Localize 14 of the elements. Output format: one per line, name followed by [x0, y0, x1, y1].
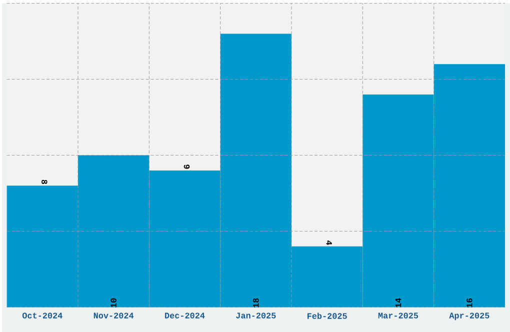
x-tick-label: Nov-2024 — [94, 312, 134, 318]
data-label: 9 — [184, 164, 190, 169]
data-label: 8 — [42, 180, 48, 184]
data-label: 14 — [395, 298, 402, 308]
data-label: 10 — [110, 298, 116, 308]
x-tick-label: Mar-2025 — [378, 312, 418, 318]
data-label: 18 — [253, 298, 259, 308]
x-tick-label: Feb-2025 — [308, 312, 347, 319]
data-label: 4 — [326, 240, 332, 245]
x-tick-label: Jan-2025 — [236, 312, 276, 318]
data-label: 16 — [466, 298, 472, 308]
x-tick-label: Dec-2024 — [165, 312, 205, 318]
x-tick-label: Apr-2025 — [449, 312, 490, 320]
x-tick-label: Oct-2024 — [22, 312, 62, 318]
